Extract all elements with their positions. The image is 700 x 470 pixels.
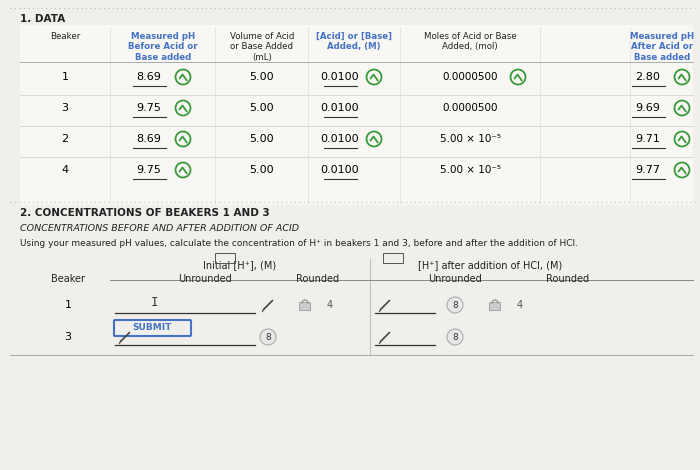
FancyBboxPatch shape bbox=[300, 303, 311, 311]
Text: Unrounded: Unrounded bbox=[178, 274, 232, 284]
Circle shape bbox=[447, 297, 463, 313]
Text: Beaker: Beaker bbox=[50, 32, 80, 41]
Text: 3: 3 bbox=[64, 332, 71, 342]
Text: Volume of Acid
or Base Added
(mL): Volume of Acid or Base Added (mL) bbox=[230, 32, 294, 62]
Text: 5.00 × 10⁻⁵: 5.00 × 10⁻⁵ bbox=[440, 134, 500, 144]
Text: 8: 8 bbox=[265, 332, 271, 342]
Text: 8: 8 bbox=[452, 332, 458, 342]
Text: Initial [H⁺], (M): Initial [H⁺], (M) bbox=[204, 260, 276, 270]
Text: 0.0100: 0.0100 bbox=[321, 165, 359, 175]
Text: 5.00 × 10⁻⁵: 5.00 × 10⁻⁵ bbox=[440, 165, 500, 175]
Text: 2: 2 bbox=[62, 134, 69, 144]
Text: 4: 4 bbox=[327, 300, 333, 310]
Text: I: I bbox=[151, 297, 159, 310]
Text: 8: 8 bbox=[452, 300, 458, 310]
Text: Unrounded: Unrounded bbox=[428, 274, 482, 284]
Text: [Acid] or [Base]
Added, (M): [Acid] or [Base] Added, (M) bbox=[316, 32, 392, 51]
Circle shape bbox=[447, 329, 463, 345]
Text: 1: 1 bbox=[64, 300, 71, 310]
FancyBboxPatch shape bbox=[20, 25, 693, 205]
Text: 9.75: 9.75 bbox=[136, 103, 162, 113]
Text: 2. CONCENTRATIONS OF BEAKERS 1 AND 3: 2. CONCENTRATIONS OF BEAKERS 1 AND 3 bbox=[20, 208, 270, 218]
Text: 2.80: 2.80 bbox=[636, 72, 660, 82]
Text: 0.0100: 0.0100 bbox=[321, 72, 359, 82]
Text: 8.69: 8.69 bbox=[136, 134, 162, 144]
Text: 1. DATA: 1. DATA bbox=[20, 14, 65, 24]
Text: 5.00: 5.00 bbox=[250, 165, 274, 175]
Text: Moles of Acid or Base
Added, (mol): Moles of Acid or Base Added, (mol) bbox=[424, 32, 517, 51]
Text: Rounded: Rounded bbox=[547, 274, 589, 284]
Text: 3: 3 bbox=[62, 103, 69, 113]
Text: Measured pH
After Acid or
Base added: Measured pH After Acid or Base added bbox=[630, 32, 694, 62]
Text: 5.00: 5.00 bbox=[250, 72, 274, 82]
Text: 4: 4 bbox=[62, 165, 69, 175]
Text: Measured pH
Before Acid or
Base added: Measured pH Before Acid or Base added bbox=[128, 32, 198, 62]
Text: CONCENTRATIONS BEFORE AND AFTER ADDITION OF ACID: CONCENTRATIONS BEFORE AND AFTER ADDITION… bbox=[20, 224, 299, 233]
Text: Rounded: Rounded bbox=[296, 274, 339, 284]
FancyBboxPatch shape bbox=[489, 303, 500, 311]
Text: 0.0000500: 0.0000500 bbox=[442, 103, 498, 113]
Circle shape bbox=[260, 329, 276, 345]
Text: 0.0000500: 0.0000500 bbox=[442, 72, 498, 82]
Text: Beaker: Beaker bbox=[51, 274, 85, 284]
Text: SUBMIT: SUBMIT bbox=[132, 323, 172, 332]
Text: 9.69: 9.69 bbox=[636, 103, 660, 113]
Text: 0.0100: 0.0100 bbox=[321, 103, 359, 113]
Text: 9.77: 9.77 bbox=[636, 165, 661, 175]
Text: 4: 4 bbox=[517, 300, 523, 310]
Text: 8.69: 8.69 bbox=[136, 72, 162, 82]
Text: [H⁺] after addition of HCl, (M): [H⁺] after addition of HCl, (M) bbox=[418, 260, 562, 270]
Text: Using your measured pH values, calculate the concentration of H⁺ in beakers 1 an: Using your measured pH values, calculate… bbox=[20, 239, 578, 248]
Text: 0.0100: 0.0100 bbox=[321, 134, 359, 144]
Text: 1: 1 bbox=[62, 72, 69, 82]
Text: 5.00: 5.00 bbox=[250, 103, 274, 113]
Text: 9.71: 9.71 bbox=[636, 134, 660, 144]
Text: 9.75: 9.75 bbox=[136, 165, 162, 175]
Text: 5.00: 5.00 bbox=[250, 134, 274, 144]
